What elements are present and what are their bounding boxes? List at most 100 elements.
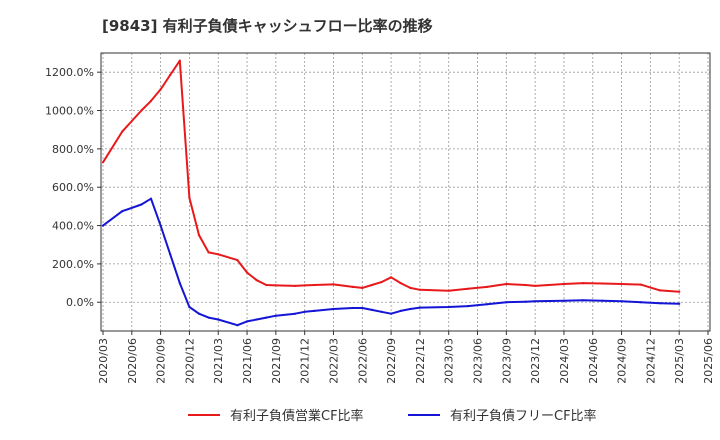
series-1-point [121, 130, 124, 133]
series-1-point [313, 283, 316, 287]
series-1-point [294, 284, 297, 287]
series-1-point [601, 282, 604, 285]
legend-label: 有利子負債営業CF比率 [230, 408, 364, 424]
series-2-point [390, 312, 393, 315]
series-1-point [236, 259, 239, 262]
x-tick-label: 2022/12 [414, 338, 427, 384]
series-2-point [582, 299, 585, 302]
series-2-point [447, 305, 450, 309]
series-2-point [620, 300, 623, 303]
x-tick-label: 2023/12 [529, 338, 542, 384]
series-2-point [169, 253, 172, 256]
x-tick-label: 2025/03 [673, 338, 686, 384]
series-2-point [188, 305, 191, 309]
series-1-point [505, 282, 508, 286]
series-1-point [466, 287, 469, 290]
x-tick-label: 2020/12 [183, 338, 196, 384]
series-1-point [245, 271, 249, 274]
series-2-point [121, 210, 124, 213]
series-2-point [101, 224, 105, 227]
series-1-point [361, 286, 364, 289]
series-2-point [601, 299, 604, 302]
series-1-point [332, 283, 335, 286]
series-1-point [149, 99, 153, 102]
series-2-point [236, 324, 239, 327]
series-2-point [332, 307, 335, 311]
series-2-point [418, 306, 421, 309]
series-2-point [351, 306, 354, 310]
series-2-point [486, 303, 489, 306]
series-2-point [294, 312, 297, 315]
legend: 有利子負債営業CF比率 有利子負債フリーCF比率 [188, 408, 597, 424]
series-1-point [658, 289, 662, 292]
series-1-point [303, 284, 306, 287]
x-tick-label: 2023/03 [443, 338, 456, 384]
series-2-point [265, 316, 268, 319]
legend-label: 有利子負債フリーCF比率 [450, 408, 597, 424]
x-tick-label: 2021/03 [212, 338, 225, 384]
series-1-point [265, 283, 268, 287]
series-2-point [380, 310, 383, 313]
series-1-point [678, 290, 681, 293]
series-2-point [361, 306, 364, 310]
series-1-point [274, 284, 277, 287]
series-1-point [140, 109, 143, 112]
series-2-point [140, 203, 143, 206]
series-1-point [207, 251, 210, 254]
series-2-point [505, 301, 508, 304]
legend-item-1: 有利子負債営業CF比率 [188, 408, 364, 424]
series-1-point [524, 283, 527, 287]
series-2-point [399, 309, 402, 312]
series-1-point [351, 285, 354, 288]
x-axis: 2020/03 2020/06 2020/09 2020/12 2021/03 2021/… [97, 331, 715, 384]
x-tick-label: 2022/03 [327, 338, 340, 384]
series-1-point [562, 282, 566, 286]
x-tick-label: 2024/09 [616, 338, 629, 384]
series-1-point [639, 283, 642, 286]
series-1-point [409, 286, 412, 289]
series-2-point [639, 301, 642, 304]
x-tick-label: 2024/12 [644, 338, 657, 384]
x-tick-label: 2020/09 [155, 338, 168, 384]
x-tick-label: 2022/09 [385, 338, 398, 384]
x-tick-label: 2021/09 [270, 338, 283, 384]
series-1-point [582, 282, 585, 285]
x-tick-label: 2024/03 [558, 338, 571, 384]
y-tick-label: 600.0% [52, 181, 94, 194]
series-1-point [101, 161, 105, 164]
grid [101, 53, 710, 331]
series-2-point [149, 197, 153, 200]
series-1-point [370, 283, 373, 287]
series-2-point [534, 300, 537, 303]
series-2-point [207, 316, 210, 319]
x-tick-label: 2020/06 [126, 338, 139, 384]
legend-item-2: 有利子負債フリーCF比率 [408, 408, 597, 424]
series-1-point [169, 73, 172, 77]
series-2-point [313, 309, 316, 312]
series-2-point [245, 320, 249, 323]
y-tick-label: 1200.0% [45, 66, 94, 79]
series-group [101, 59, 681, 327]
series-1-point [380, 281, 383, 284]
x-tick-label: 2025/06 [702, 338, 715, 384]
y-tick-label: 800.0% [52, 143, 94, 156]
series-2-point [524, 300, 527, 303]
y-tick-label: 400.0% [52, 220, 94, 233]
series-1-point [178, 59, 181, 62]
series-2-point [197, 312, 201, 315]
series-1-point [188, 196, 191, 199]
series-2-point [178, 282, 181, 285]
series-1-point [418, 288, 421, 291]
series-2-point [562, 299, 566, 302]
series-1-point [447, 289, 450, 292]
y-tick-label: 200.0% [52, 258, 94, 271]
x-tick-label: 2023/06 [472, 338, 485, 384]
series-2-point [159, 224, 162, 227]
series-2-point [466, 305, 469, 308]
series-2-point [303, 310, 306, 313]
series-1-point [620, 282, 623, 286]
series-1-point [197, 234, 201, 237]
series-2-point [678, 302, 681, 305]
series-1-point [399, 282, 402, 285]
